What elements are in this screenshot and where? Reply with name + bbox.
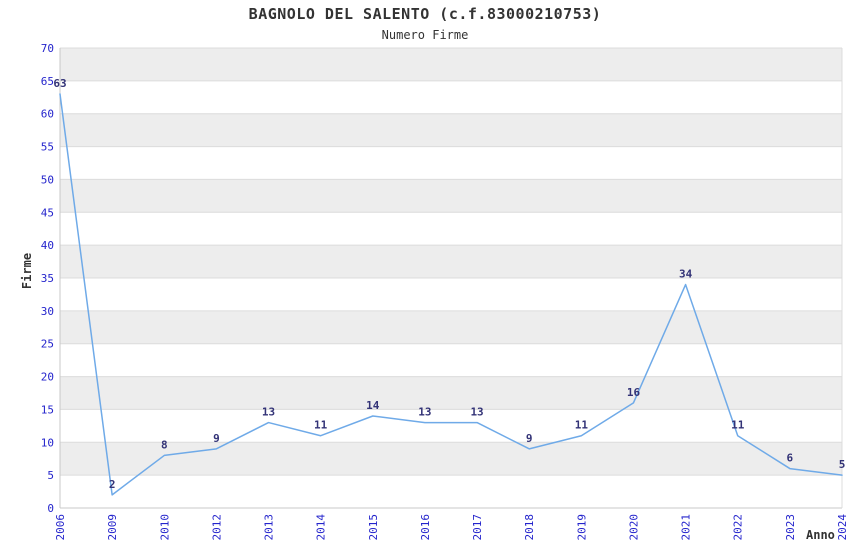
data-point-label: 63 <box>53 77 66 90</box>
series-line[interactable] <box>59 93 843 496</box>
x-tick-label: 2009 <box>106 514 119 541</box>
y-tick-label: 50 <box>41 173 54 186</box>
y-tick-label: 20 <box>41 371 54 384</box>
x-tick-label: 2020 <box>627 514 640 541</box>
y-tick-label: 65 <box>41 75 54 88</box>
x-tick-label: 2013 <box>263 514 276 541</box>
x-tick-label: 2018 <box>523 514 536 541</box>
y-tick-label: 5 <box>47 469 54 482</box>
plot-band <box>60 376 842 410</box>
data-point-label: 11 <box>575 419 589 432</box>
x-tick-label: 2019 <box>575 514 588 541</box>
chart-subtitle: Numero Firme <box>381 28 469 42</box>
x-tick-label: 2010 <box>158 514 171 541</box>
y-tick-label: 40 <box>41 239 54 252</box>
x-tick-label: 2023 <box>784 514 797 541</box>
y-tick-label: 15 <box>41 403 54 416</box>
x-tick-label: 2021 <box>680 514 693 541</box>
y-tick-label: 0 <box>47 502 54 515</box>
x-tick-label: 2012 <box>210 514 223 541</box>
plot-band <box>60 113 842 147</box>
data-point-label: 13 <box>418 406 431 419</box>
plot-band <box>60 310 842 344</box>
data-point-label: 11 <box>731 419 745 432</box>
x-tick-label: 2024 <box>836 514 849 541</box>
data-point-label: 9 <box>526 432 533 445</box>
y-tick-label: 25 <box>41 338 54 351</box>
y-tick-label: 30 <box>41 305 54 318</box>
y-tick-label: 10 <box>41 436 54 449</box>
data-point-label: 11 <box>314 419 328 432</box>
y-tick-label: 55 <box>41 141 54 154</box>
x-axis-title: Anno <box>806 528 835 542</box>
y-tick-label: 70 <box>41 42 54 55</box>
data-point-label: 2 <box>109 478 116 491</box>
plot-band <box>60 48 842 81</box>
x-tick-label: 2015 <box>367 514 380 541</box>
data-point-label: 5 <box>839 458 846 471</box>
data-point-label: 34 <box>679 268 693 281</box>
chart-title: BAGNOLO DEL SALENTO (c.f.83000210753) <box>248 5 602 23</box>
data-point-label: 13 <box>262 406 275 419</box>
x-tick-label: 2017 <box>471 514 484 541</box>
plot-band <box>60 179 842 213</box>
y-tick-label: 45 <box>41 206 54 219</box>
data-point-label: 8 <box>161 438 168 451</box>
x-tick-label: 2022 <box>732 514 745 541</box>
data-point-label: 14 <box>366 399 380 412</box>
data-point-label: 13 <box>470 406 483 419</box>
x-tick-label: 2014 <box>315 514 328 541</box>
data-point-label: 6 <box>787 452 794 465</box>
plot-band <box>60 245 842 278</box>
data-point-label: 9 <box>213 432 220 445</box>
y-axis-title: Firme <box>20 252 34 290</box>
data-point-label: 16 <box>627 386 641 399</box>
y-tick-label: 60 <box>41 108 54 121</box>
x-tick-label: 2016 <box>419 514 432 541</box>
plot-band <box>60 442 842 476</box>
y-tick-label: 35 <box>41 272 54 285</box>
x-tick-label: 2006 <box>54 514 67 541</box>
